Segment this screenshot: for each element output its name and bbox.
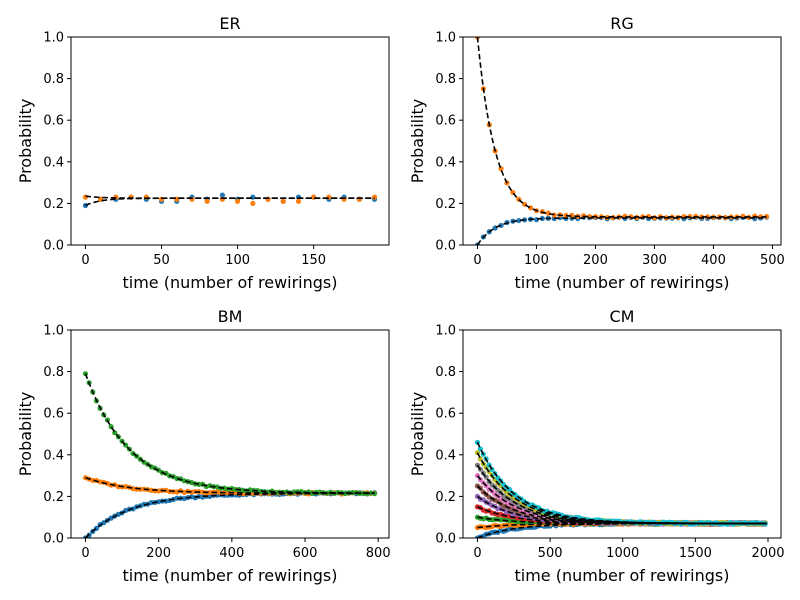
y-tick-label: 0.8 <box>435 365 456 380</box>
plot-area <box>82 371 378 538</box>
x-tick-label: 500 <box>760 253 785 268</box>
x-tick-label: 800 <box>366 546 391 561</box>
panel-rg: 0.0 0.2 0.4 0.6 0.8 1.0 0 100 200 300 400 500 RG time… <box>408 14 785 292</box>
fit-line <box>476 37 767 218</box>
y-tick-label: 0.0 <box>43 239 64 254</box>
data-point <box>250 200 256 206</box>
axes-frame <box>462 36 782 246</box>
data-point <box>498 166 504 172</box>
fit-line <box>476 441 767 525</box>
y-tick-label: 0.6 <box>435 114 456 129</box>
data-point <box>498 222 504 229</box>
data-point <box>235 198 241 204</box>
fit-line <box>84 373 375 494</box>
y-tick-label: 0.8 <box>435 72 456 87</box>
x-tick-label: 300 <box>642 253 667 268</box>
panel-bm: 0.0 0.2 0.4 0.6 0.8 1.0 0 200 400 600 800 BM time (n… <box>16 307 391 585</box>
x-tick-label: 400 <box>219 546 244 561</box>
y-tick-label: 0.4 <box>435 448 456 463</box>
y-axis-label: Probability <box>16 392 35 477</box>
y-tick-label: 0.0 <box>43 532 64 547</box>
plot-area <box>474 37 770 245</box>
data-point <box>533 217 540 223</box>
series-1 <box>82 490 378 538</box>
x-tick-label: 100 <box>524 253 549 268</box>
series-3 <box>82 371 378 497</box>
x-tick-label: 100 <box>225 253 250 268</box>
data-point <box>545 210 551 216</box>
x-tick-label: 0 <box>81 546 89 561</box>
x-tick-label: 0 <box>473 546 481 561</box>
x-axis-label: time (number of rewirings) <box>514 273 729 292</box>
y-tick-label: 1.0 <box>435 324 456 339</box>
series-1 <box>82 192 378 209</box>
y-tick-label: 1.0 <box>435 31 456 46</box>
panel-title: ER <box>219 14 240 33</box>
axes-frame <box>70 36 390 246</box>
y-tick-label: 0.4 <box>435 155 456 170</box>
axes-frame <box>462 329 782 539</box>
x-tick-label: 0 <box>473 253 481 268</box>
fit-line <box>476 217 767 245</box>
x-tick-label: 1500 <box>679 546 712 561</box>
x-tick-label: 500 <box>538 546 563 561</box>
data-point <box>174 495 180 501</box>
series-2 <box>82 194 378 206</box>
plot-area <box>474 439 768 538</box>
x-tick-label: 2000 <box>751 546 784 561</box>
y-axis-label: Probability <box>408 99 427 184</box>
x-tick-label: 150 <box>301 253 326 268</box>
x-tick-label: 600 <box>293 546 318 561</box>
fit-line <box>84 492 375 538</box>
x-tick-label: 200 <box>583 253 608 268</box>
x-tick-label: 50 <box>153 253 170 268</box>
y-tick-label: 0.4 <box>43 155 64 170</box>
panel-cm: 0.0 0.2 0.4 0.6 0.8 1.0 0 500 1000 1500 2000 CM time… <box>408 307 785 585</box>
x-tick-label: 0 <box>81 253 89 268</box>
series-2 <box>474 37 770 221</box>
data-point <box>516 217 522 224</box>
y-tick-label: 1.0 <box>43 31 64 46</box>
x-axis-label: time (number of rewirings) <box>122 566 337 585</box>
y-axis-label: Probability <box>408 392 427 477</box>
y-tick-label: 0.8 <box>43 72 64 87</box>
y-tick-label: 0.0 <box>435 532 456 547</box>
data-point <box>204 198 210 204</box>
y-axis-label: Probability <box>16 99 35 184</box>
x-tick-label: 1000 <box>606 546 639 561</box>
y-tick-label: 0.6 <box>435 407 456 422</box>
plot-area <box>82 192 378 209</box>
y-tick-label: 1.0 <box>43 324 64 339</box>
data-point <box>371 194 378 200</box>
y-tick-label: 0.2 <box>43 197 64 212</box>
x-axis-label: time (number of rewirings) <box>122 273 337 292</box>
y-tick-label: 0.8 <box>43 365 64 380</box>
y-tick-label: 0.2 <box>435 197 456 212</box>
data-point <box>148 499 154 506</box>
y-tick-label: 0.6 <box>43 407 64 422</box>
panel-er: 0.0 0.2 0.4 0.6 0.8 1.0 0 50 100 150 ER time (numbe… <box>16 14 390 292</box>
data-point <box>90 477 96 484</box>
axes-frame <box>70 329 390 539</box>
y-tick-label: 0.0 <box>435 239 456 254</box>
y-tick-label: 0.2 <box>435 490 456 505</box>
panel-title: BM <box>218 307 243 326</box>
y-tick-label: 0.2 <box>43 490 64 505</box>
panel-title: RG <box>610 14 634 33</box>
panel-title: CM <box>610 307 635 326</box>
data-point <box>219 192 225 198</box>
data-point <box>295 198 302 204</box>
x-tick-label: 200 <box>146 546 171 561</box>
data-point <box>280 198 286 204</box>
fit-line <box>85 476 375 495</box>
data-point <box>82 194 89 200</box>
y-tick-label: 0.4 <box>43 448 64 463</box>
y-tick-label: 0.6 <box>43 114 64 129</box>
x-tick-label: 400 <box>701 253 726 268</box>
x-axis-label: time (number of rewirings) <box>514 566 729 585</box>
fit-line <box>85 195 375 199</box>
